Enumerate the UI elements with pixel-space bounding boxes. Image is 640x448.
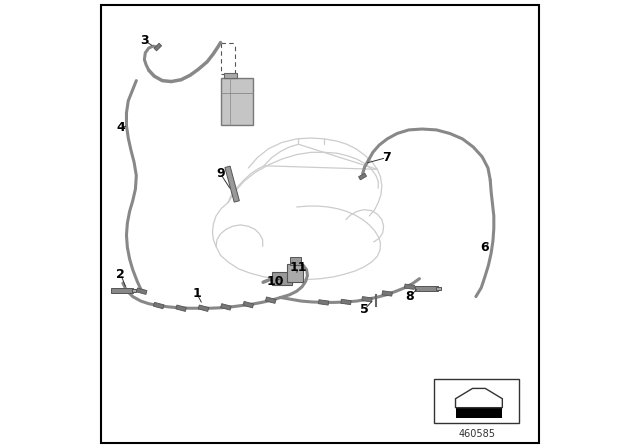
Bar — [221, 304, 231, 310]
Text: 7: 7 — [382, 151, 390, 164]
Bar — [435, 379, 520, 423]
Text: 2: 2 — [116, 267, 125, 281]
Text: 6: 6 — [481, 241, 489, 254]
Bar — [266, 297, 276, 303]
Bar — [382, 291, 392, 296]
Bar — [319, 300, 329, 305]
Text: 9: 9 — [216, 167, 225, 181]
Bar — [290, 257, 301, 265]
FancyBboxPatch shape — [221, 78, 253, 125]
Bar — [176, 305, 186, 311]
Text: 4: 4 — [116, 121, 125, 134]
Bar — [132, 289, 136, 292]
Bar — [154, 302, 164, 309]
Text: 11: 11 — [290, 261, 307, 275]
Bar — [404, 284, 415, 289]
Bar — [154, 43, 162, 51]
Bar — [415, 286, 438, 291]
Bar — [456, 408, 502, 418]
Text: 3: 3 — [140, 34, 148, 47]
Text: 10: 10 — [266, 275, 284, 288]
Bar — [272, 272, 292, 285]
Bar — [224, 73, 237, 78]
Bar — [111, 288, 133, 293]
Bar — [362, 297, 372, 302]
Bar — [225, 166, 239, 202]
Text: 460585: 460585 — [458, 429, 495, 439]
Bar — [358, 173, 367, 180]
Bar — [243, 302, 253, 308]
Bar — [198, 305, 209, 311]
Bar — [136, 288, 147, 294]
Bar — [287, 264, 303, 282]
Text: 1: 1 — [193, 287, 201, 300]
Text: 8: 8 — [405, 290, 414, 303]
Bar — [436, 287, 441, 290]
Bar — [341, 299, 351, 305]
Text: 5: 5 — [360, 302, 369, 316]
